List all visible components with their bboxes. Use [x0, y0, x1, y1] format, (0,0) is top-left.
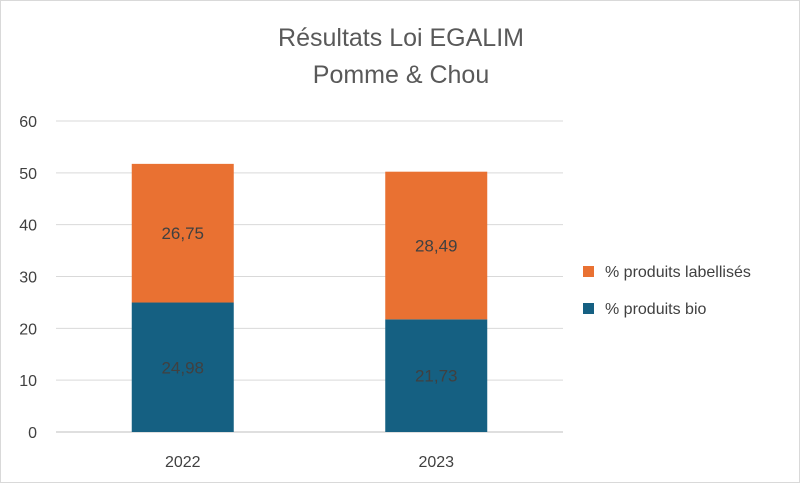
x-tick-label: 2022	[165, 454, 201, 471]
data-label: 28,49	[415, 237, 458, 256]
bars: 24,98 26,75 21,73 28,49	[131, 163, 488, 432]
y-tick-label: 0	[28, 425, 37, 442]
y-axis: 0 10 20 30 40 50 60	[19, 114, 37, 442]
y-tick-label: 20	[19, 321, 37, 338]
legend-label: % produits labellisés	[605, 264, 751, 281]
legend-swatch	[583, 303, 594, 314]
x-tick-label: 2023	[418, 454, 454, 471]
legend: % produits labellisés % produits bio	[583, 264, 751, 318]
chart-title-line-2: Pomme & Chou	[313, 61, 489, 89]
bar-segment	[385, 319, 488, 432]
data-label: 24,98	[161, 358, 204, 377]
bar-segment	[131, 163, 234, 303]
x-axis: 2022 2023	[165, 454, 454, 471]
bar-segment	[131, 302, 234, 432]
y-tick-label: 40	[19, 218, 37, 235]
data-label: 26,75	[161, 224, 204, 243]
y-tick-label: 30	[19, 270, 37, 287]
y-tick-label: 10	[19, 373, 37, 390]
legend-label: % produits bio	[605, 301, 706, 318]
y-tick-label: 50	[19, 166, 37, 183]
y-tick-label: 60	[19, 114, 37, 131]
legend-swatch	[583, 266, 594, 277]
chart-title-line-1: Résultats Loi EGALIM	[278, 24, 524, 52]
chart-title: Résultats Loi EGALIM Pomme & Chou	[278, 24, 524, 89]
data-label: 21,73	[415, 367, 458, 386]
bar-segment	[385, 171, 488, 320]
